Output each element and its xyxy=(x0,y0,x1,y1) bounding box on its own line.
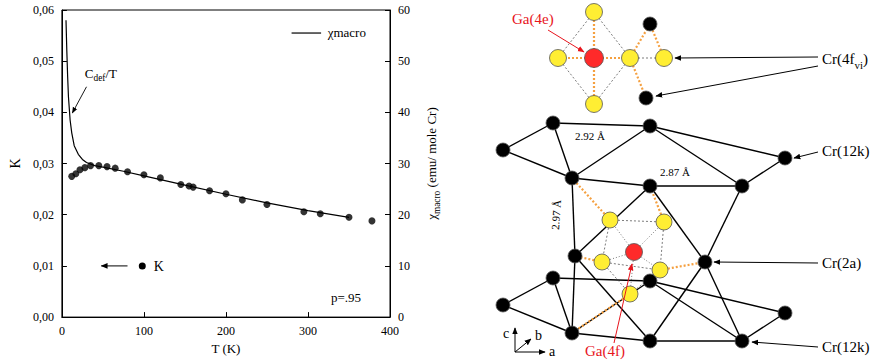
svg-text:2.87 Å: 2.87 Å xyxy=(660,166,690,178)
svg-text:300: 300 xyxy=(299,324,317,338)
svg-text:Cdef/T: Cdef/T xyxy=(85,66,117,84)
svg-text:20: 20 xyxy=(398,208,410,222)
svg-text:0: 0 xyxy=(59,324,65,338)
svg-text:0,01: 0,01 xyxy=(33,259,54,273)
svg-text:100: 100 xyxy=(135,324,153,338)
svg-text:0,03: 0,03 xyxy=(33,157,54,171)
svg-text:0,00: 0,00 xyxy=(33,310,54,324)
svg-text:10: 10 xyxy=(398,259,410,273)
svg-text:Cr(2a): Cr(2a) xyxy=(822,255,861,272)
svg-text:200: 200 xyxy=(217,324,235,338)
svg-text:0: 0 xyxy=(398,310,404,324)
svg-text:χmacro: χmacro xyxy=(327,25,366,40)
svg-text:Cr(4fvi): Cr(4fvi) xyxy=(822,51,868,71)
svg-text:K: K xyxy=(154,259,164,274)
svg-text:Ga(4e): Ga(4e) xyxy=(512,11,554,28)
svg-text:50: 50 xyxy=(398,54,410,68)
svg-text:T (K): T (K) xyxy=(211,341,240,356)
svg-text:Cr(12k): Cr(12k) xyxy=(822,143,870,160)
svg-text:K: K xyxy=(8,158,23,168)
svg-text:0,04: 0,04 xyxy=(33,105,54,119)
svg-text:p=.95: p=.95 xyxy=(331,290,361,305)
svg-text:0,06: 0,06 xyxy=(33,3,54,17)
svg-text:30: 30 xyxy=(398,157,410,171)
svg-text:400: 400 xyxy=(381,324,399,338)
svg-text:Cr(12k): Cr(12k) xyxy=(822,339,870,356)
svg-text:40: 40 xyxy=(398,105,410,119)
svg-text:b: b xyxy=(535,328,542,343)
svg-text:60: 60 xyxy=(398,3,410,17)
svg-text:c: c xyxy=(503,326,509,341)
svg-text:a: a xyxy=(549,344,556,359)
svg-text:0,05: 0,05 xyxy=(33,54,54,68)
svg-text:2.92 Å: 2.92 Å xyxy=(575,130,605,142)
svg-text:χmacro (emu/ mole Cr): χmacro (emu/ mole Cr) xyxy=(424,107,442,221)
svg-text:Ga(4f): Ga(4f) xyxy=(585,343,625,360)
svg-text:0,02: 0,02 xyxy=(33,208,54,222)
svg-text:2.97 Å: 2.97 Å xyxy=(549,199,563,230)
